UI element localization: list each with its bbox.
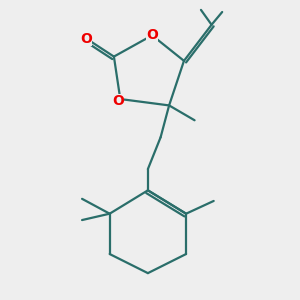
Text: O: O: [112, 94, 124, 108]
Text: O: O: [80, 32, 92, 46]
Text: O: O: [146, 28, 158, 42]
